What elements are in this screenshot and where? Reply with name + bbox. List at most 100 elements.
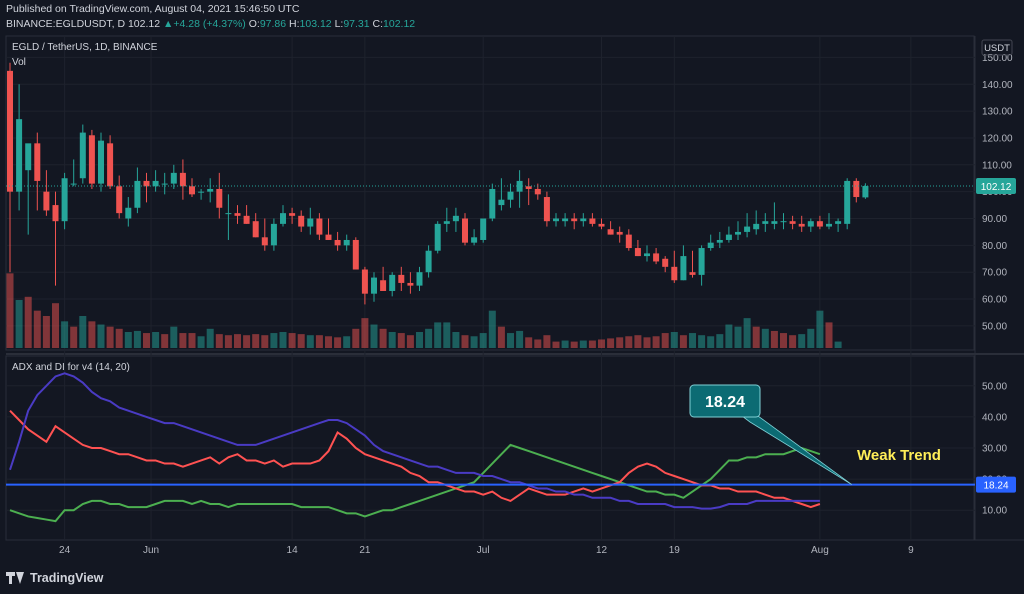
- candle-body: [580, 218, 587, 222]
- candle-body: [780, 221, 787, 223]
- callout-pointer: [740, 415, 852, 485]
- candle-body: [398, 274, 405, 283]
- candle-body: [325, 234, 332, 240]
- volume-bar: [197, 336, 205, 348]
- candle-body: [116, 186, 123, 214]
- adx-tick-label: 10.00: [982, 506, 1007, 517]
- candle-body: [489, 188, 496, 219]
- time-tick-label: Aug: [811, 545, 829, 556]
- candle-body: [689, 272, 696, 275]
- volume-bar: [634, 335, 642, 348]
- candle-body: [107, 143, 114, 187]
- candle-body: [816, 221, 823, 227]
- time-tick-label: Jun: [143, 545, 159, 556]
- candle-body: [826, 223, 832, 227]
- candle-body: [662, 258, 669, 267]
- volume-bar: [33, 310, 41, 348]
- candle-body: [653, 253, 660, 262]
- candle-body: [134, 180, 141, 208]
- volume-bar: [707, 336, 715, 348]
- tradingview-logo[interactable]: TradingView: [6, 571, 103, 585]
- time-tick-label: 12: [596, 545, 608, 556]
- volume-bar: [752, 326, 760, 348]
- volume-bar: [406, 335, 414, 348]
- candle-body: [316, 218, 323, 235]
- candle-body: [61, 178, 68, 222]
- volume-bar: [379, 328, 387, 348]
- candle-body: [88, 135, 95, 184]
- volume-bar: [834, 341, 842, 348]
- candle-body: [644, 253, 650, 257]
- volume-bar: [825, 322, 833, 348]
- candle-body: [216, 188, 223, 208]
- volume-bar: [734, 326, 742, 348]
- tradingview-logo-icon: [6, 572, 24, 584]
- currency-box: [981, 39, 1013, 56]
- volume-bar: [689, 333, 696, 348]
- callout-box: [689, 384, 761, 418]
- volume-bar: [588, 340, 596, 348]
- ohlc-open: 97.86: [259, 18, 287, 30]
- volume-bar: [507, 333, 514, 348]
- candle-body: [198, 191, 205, 193]
- currency-label: USDT: [984, 43, 1010, 54]
- adx-tag-box: [976, 476, 1016, 493]
- candle-body: [16, 119, 23, 192]
- price-tick-label: 130.00: [982, 107, 1013, 118]
- adx-tick-label: 40.00: [982, 412, 1007, 423]
- candle-body: [716, 239, 723, 243]
- volume-bar: [306, 335, 314, 348]
- price-tag-label: 102.12: [981, 182, 1012, 193]
- volume-bar: [325, 336, 332, 348]
- candle-body: [835, 221, 842, 224]
- ohlc-high: 103.12: [299, 18, 332, 30]
- volume-bar: [479, 333, 487, 348]
- candle-body: [771, 221, 778, 224]
- candle-body: [534, 188, 541, 195]
- candle-body: [525, 186, 532, 189]
- volume-bar: [807, 328, 815, 348]
- volume-bar: [534, 339, 542, 348]
- candle-body: [371, 277, 377, 294]
- price-pane: [5, 35, 975, 351]
- candle-body: [698, 248, 705, 275]
- candle-body: [298, 215, 305, 227]
- candle-body: [616, 231, 623, 235]
- volume-bar: [234, 334, 241, 348]
- candle-body: [707, 242, 714, 249]
- volume-bar: [352, 328, 360, 348]
- candle-body: [261, 237, 268, 246]
- candle-body: [589, 218, 596, 224]
- ohlc-close: 102.12: [383, 18, 416, 30]
- candle-body: [343, 239, 350, 246]
- series-di-plus-line: [9, 409, 821, 509]
- volume-bar: [579, 340, 587, 348]
- volume-bar: [607, 338, 615, 348]
- volume-bar: [679, 335, 687, 348]
- price-tick-label: 70.00: [982, 268, 1007, 279]
- candle-body: [862, 185, 869, 198]
- volume-bar: [397, 333, 405, 348]
- volume-bar: [334, 337, 342, 348]
- volume-bar: [143, 333, 150, 348]
- volume-bar: [770, 330, 778, 348]
- volume-bar: [215, 334, 223, 348]
- time-tick-label: 21: [359, 545, 371, 556]
- volume-bar: [698, 335, 706, 348]
- candle-body: [507, 191, 514, 200]
- candle-body: [744, 226, 751, 232]
- candle-body: [334, 239, 341, 246]
- candle-body: [607, 229, 614, 235]
- candle-body: [380, 280, 387, 291]
- candle-body: [52, 205, 59, 222]
- volume-bar: [780, 333, 787, 348]
- adx-legend: ADX and DI for v4 (14, 20): [12, 362, 130, 373]
- weak-trend-label: Weak Trend: [857, 447, 941, 464]
- volume-bar: [79, 316, 87, 348]
- candle-body: [189, 186, 195, 195]
- volume-bar: [24, 296, 32, 348]
- volume-bar: [297, 334, 305, 348]
- volume-bar: [224, 335, 232, 348]
- ohlc-h-label: H:: [289, 18, 300, 30]
